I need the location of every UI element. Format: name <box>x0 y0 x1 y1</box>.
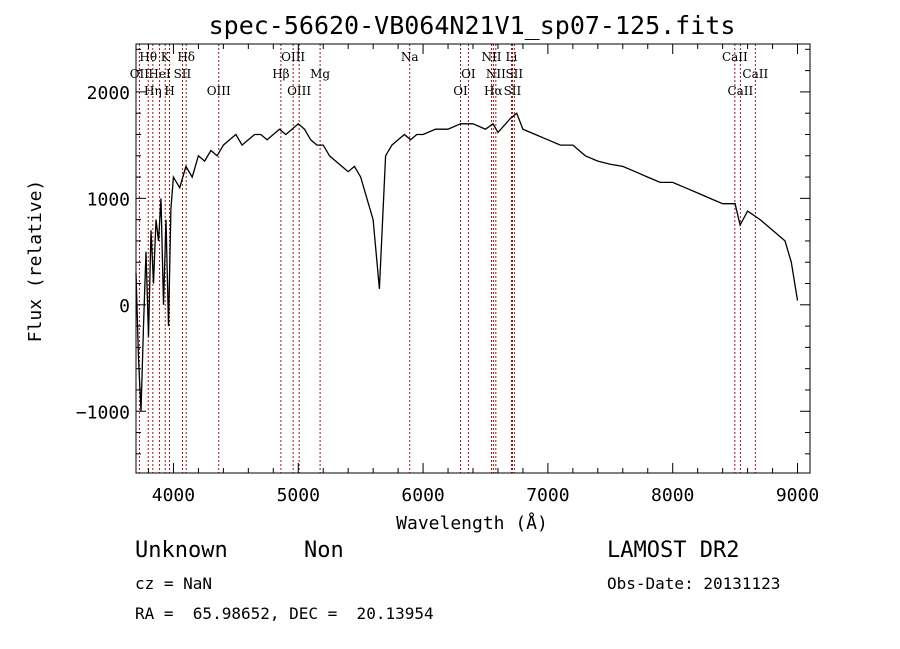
spectral-line-label: Na <box>401 50 419 64</box>
x-tick-label: 7000 <box>526 485 569 506</box>
x-axis: 4000 5000 6000 7000 8000 9000 <box>147 44 819 506</box>
spectral-line-markers <box>138 44 756 473</box>
spectral-line-label: OIII <box>207 84 231 98</box>
survey-name: LAMOST DR2 <box>607 538 740 563</box>
spectral-line-label: Hη <box>144 84 162 98</box>
spectral-line-label: Li <box>506 50 518 64</box>
chart-title: spec-56620-VB064N21V1_sp07-125.fits <box>209 11 736 40</box>
spectral-line-label: Hθ <box>139 50 157 64</box>
x-tick-label: 6000 <box>401 485 444 506</box>
y-tick-label: 1000 <box>87 189 130 210</box>
spectral-line-label: OI <box>453 84 468 98</box>
plot-frame <box>135 43 811 474</box>
y-tick-label: −1000 <box>76 402 130 423</box>
spectral-line-label: CaII <box>727 84 753 98</box>
spectral-line-label: HeI <box>148 67 171 81</box>
spectral-line-label: NII <box>486 67 506 81</box>
spectral-line-label: NII <box>481 50 501 64</box>
spectral-line-label: OIII <box>281 50 305 64</box>
x-tick-label: 4000 <box>152 485 195 506</box>
x-tick-label: 9000 <box>776 485 819 506</box>
spectral-line-label: CaII <box>742 67 768 81</box>
x-tick-label: 8000 <box>651 485 694 506</box>
y-tick-label: 0 <box>119 296 130 317</box>
spectral-line-label: SII <box>174 67 192 81</box>
observation-date: Obs-Date: 20131123 <box>607 574 781 593</box>
x-tick-label: 5000 <box>277 485 320 506</box>
spectral-line-label: SII <box>505 67 523 81</box>
y-axis: −1000 0 1000 2000 <box>76 48 810 455</box>
spectrum-series-line <box>135 112 799 412</box>
x-axis-label: Wavelength (Å) <box>396 512 548 534</box>
spectral-line-label: OI <box>461 67 476 81</box>
spectral-line-label: Hβ <box>272 67 289 81</box>
spectral-line-label: SII <box>504 84 522 98</box>
spectral-line-label: Hδ <box>177 50 195 64</box>
spectral-line-label: CaII <box>722 50 748 64</box>
sky-coordinates: RA = 65.98652, DEC = 20.13954 <box>135 604 434 623</box>
spectral-line-label: Mg <box>310 67 330 81</box>
redshift-value: cz = NaN <box>135 574 213 593</box>
y-axis-label: Flux (relative) <box>25 180 46 343</box>
spectral-line-label: OII <box>130 67 150 81</box>
spectral-line-label: H <box>164 84 174 98</box>
spectral-line-label: K <box>161 50 171 64</box>
y-tick-label: 2000 <box>87 83 130 104</box>
spectral-line-label: Hα <box>484 84 503 98</box>
object-class: Unknown <box>135 538 228 563</box>
spectral-line-label: OIII <box>287 84 311 98</box>
object-subclass: Non <box>304 538 344 563</box>
